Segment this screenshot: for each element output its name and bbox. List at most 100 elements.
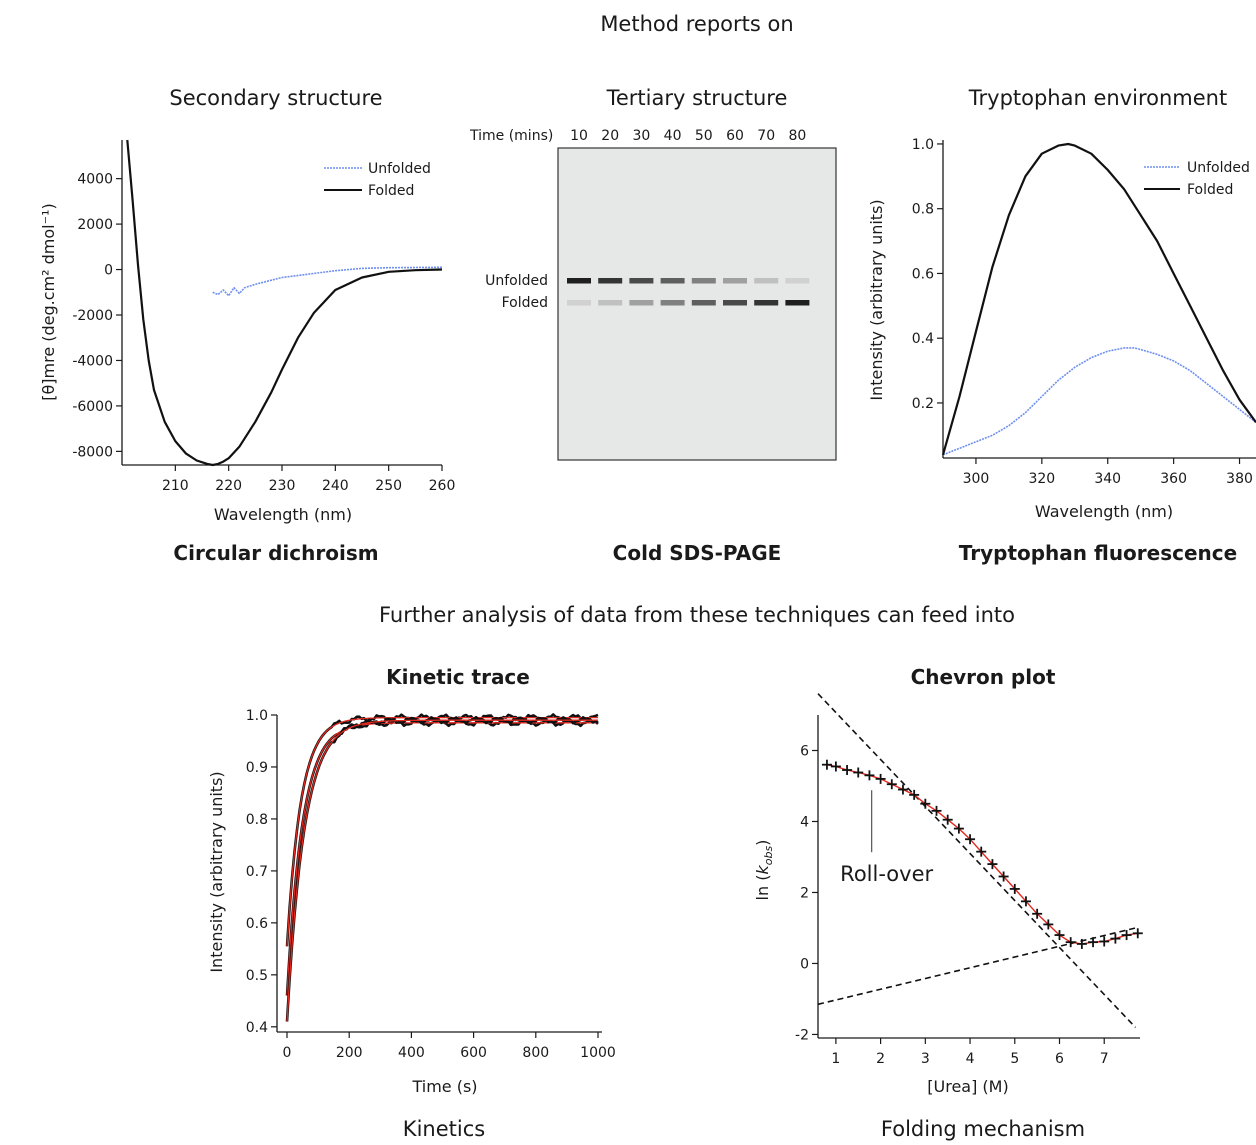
- gel-row-label-unfolded: Unfolded: [485, 273, 548, 289]
- chevron-x-ticks: 1 2 3 4 5 6 7: [831, 1038, 1109, 1067]
- kinetic-x-tick-label: 600: [460, 1045, 487, 1061]
- chevron-x-tick-label: 1: [831, 1051, 840, 1067]
- cd-legend-unfolded-label: Unfolded: [368, 161, 431, 177]
- kinetic-ylabel: Intensity (arbitrary units): [207, 771, 226, 972]
- gel-time-10: 10: [570, 128, 588, 144]
- chevron-point: [853, 767, 864, 778]
- chevron-point: [864, 770, 875, 781]
- chevron-point: [987, 859, 998, 870]
- gel-band-unfolded-30: [629, 278, 654, 284]
- chevron-point: [1132, 928, 1143, 939]
- chevron-point: [976, 846, 987, 857]
- gel-time-ticks: 10 20 30 40 50 60 70 80: [570, 128, 806, 144]
- cd-xlabel: Wavelength (nm): [214, 505, 352, 524]
- fluor-series-folded: [941, 142, 1256, 456]
- chevron-point: [1099, 936, 1110, 947]
- gel-panel: Tertiary structure Time (mins) 10 20 30 40 5…: [469, 86, 837, 565]
- gel-title: Tertiary structure: [606, 86, 788, 110]
- kinetic-y-tick-label: 0.6: [246, 916, 268, 932]
- chevron-point: [953, 823, 964, 834]
- cd-panel: Secondary structure 4000 2000 0 -2000 -4000 -…: [39, 86, 455, 565]
- gel-time-70: 70: [757, 128, 775, 144]
- fluor-panel: Tryptophan environment 1.0 0.8 0.6 0.4 0.2 3…: [867, 86, 1256, 565]
- chevron-caption: Folding mechanism: [881, 1117, 1085, 1141]
- chevron-point: [830, 761, 841, 772]
- cd-x-tick-label: 230: [269, 478, 296, 494]
- fluor-y-tick-label: 0.8: [912, 202, 934, 218]
- chevron-title: Chevron plot: [911, 665, 1056, 689]
- kinetic-fit-2: [286, 722, 598, 996]
- chevron-point: [998, 871, 1009, 882]
- chevron-point: [1121, 930, 1132, 941]
- gel-band-folded-10: [567, 300, 591, 306]
- fluor-series: [941, 142, 1256, 456]
- chevron-y-tick-label: -2: [795, 1027, 809, 1043]
- fluor-legend: Unfolded Folded: [1144, 160, 1250, 198]
- chevron-y-tick-label: 2: [800, 885, 809, 901]
- fluor-ylabel: Intensity (arbitrary units): [867, 199, 886, 400]
- chevron-dashed-lines: [817, 693, 1137, 1028]
- fluor-x-tick-label: 340: [1094, 471, 1121, 487]
- chevron-point: [1009, 883, 1020, 894]
- chevron-y-tick-label: 4: [800, 814, 809, 830]
- cd-y-tick-label: 4000: [77, 172, 113, 188]
- kinetic-caption: Kinetics: [403, 1117, 485, 1141]
- chevron-point: [875, 773, 886, 784]
- top-title: Method reports on: [600, 12, 793, 36]
- gel-band-folded-40: [660, 300, 685, 306]
- kinetic-x-tick-label: 0: [283, 1045, 292, 1061]
- kinetic-x-tick-label: 800: [522, 1045, 549, 1061]
- chevron-x-tick-label: 7: [1100, 1051, 1109, 1067]
- chevron-point: [1110, 933, 1121, 944]
- chevron-x-tick-label: 3: [921, 1051, 930, 1067]
- kinetic-y-tick-label: 0.7: [246, 864, 268, 880]
- kinetic-title: Kinetic trace: [386, 665, 530, 689]
- cd-x-tick-label: 260: [429, 478, 456, 494]
- chevron-point: [1088, 937, 1099, 948]
- fluor-x-ticks: 300 320 340 360 380: [963, 458, 1253, 487]
- cd-x-tick-label: 210: [162, 478, 189, 494]
- chevron-x-tick-label: 5: [1010, 1051, 1019, 1067]
- fluor-xlabel: Wavelength (nm): [1035, 502, 1173, 521]
- chevron-point: [897, 784, 908, 795]
- gel-band-folded-60: [723, 300, 747, 306]
- chevron-x-tick-label: 6: [1055, 1051, 1064, 1067]
- kinetic-x-tick-label: 200: [336, 1045, 363, 1061]
- fluor-x-tick-label: 320: [1028, 471, 1055, 487]
- fluor-y-tick-label: 1.0: [912, 137, 934, 153]
- gel-band-unfolded-50: [691, 278, 716, 284]
- chevron-point: [909, 789, 920, 800]
- chevron-ylabel: ln (kobs): [753, 840, 775, 901]
- fluor-y-tick-label: 0.6: [912, 266, 934, 282]
- chevron-point: [1032, 908, 1043, 919]
- chevron-point: [842, 765, 853, 776]
- fluor-series-unfolded: [942, 347, 1256, 456]
- kinetic-trace-2: [285, 718, 599, 996]
- chevron-point: [1076, 938, 1087, 949]
- cd-x-tick-label: 250: [375, 478, 402, 494]
- chevron-y-ticks: 6 4 2 0 -2: [795, 743, 818, 1043]
- fluor-title: Tryptophan environment: [968, 86, 1227, 110]
- gel-band-unfolded-40: [660, 278, 685, 284]
- chevron-y-tick-label: 0: [800, 956, 809, 972]
- cd-ylabel: [θ]mre (deg.cm² dmol⁻¹): [39, 203, 58, 400]
- chevron-point: [1020, 896, 1031, 907]
- chevron-fit-line: [826, 764, 1138, 945]
- cd-legend-folded-label: Folded: [368, 183, 414, 199]
- cd-series-unfolded: [212, 266, 443, 297]
- fluor-y-ticks: 1.0 0.8 0.6 0.4 0.2: [912, 137, 943, 412]
- kinetic-fit-1: [286, 716, 598, 947]
- cd-series-folded: [126, 139, 443, 467]
- chevron-panel: Chevron plot 6 4 2 0 -2 1 2 3 4 5 6 7 Roll-over [U…: [753, 665, 1143, 1141]
- kinetic-xlabel: Time (s): [411, 1077, 477, 1096]
- chevron-point: [942, 814, 953, 825]
- gel-time-label: Time (mins): [469, 128, 553, 144]
- kinetic-y-tick-label: 1.0: [246, 708, 268, 724]
- cd-y-tick-label: -2000: [72, 308, 113, 324]
- chevron-point: [1054, 930, 1065, 941]
- gel-band-unfolded-70: [754, 278, 779, 284]
- kinetic-y-tick-label: 0.4: [246, 1020, 268, 1036]
- gel-bands: [567, 278, 810, 306]
- gel-band-folded-80: [785, 300, 810, 306]
